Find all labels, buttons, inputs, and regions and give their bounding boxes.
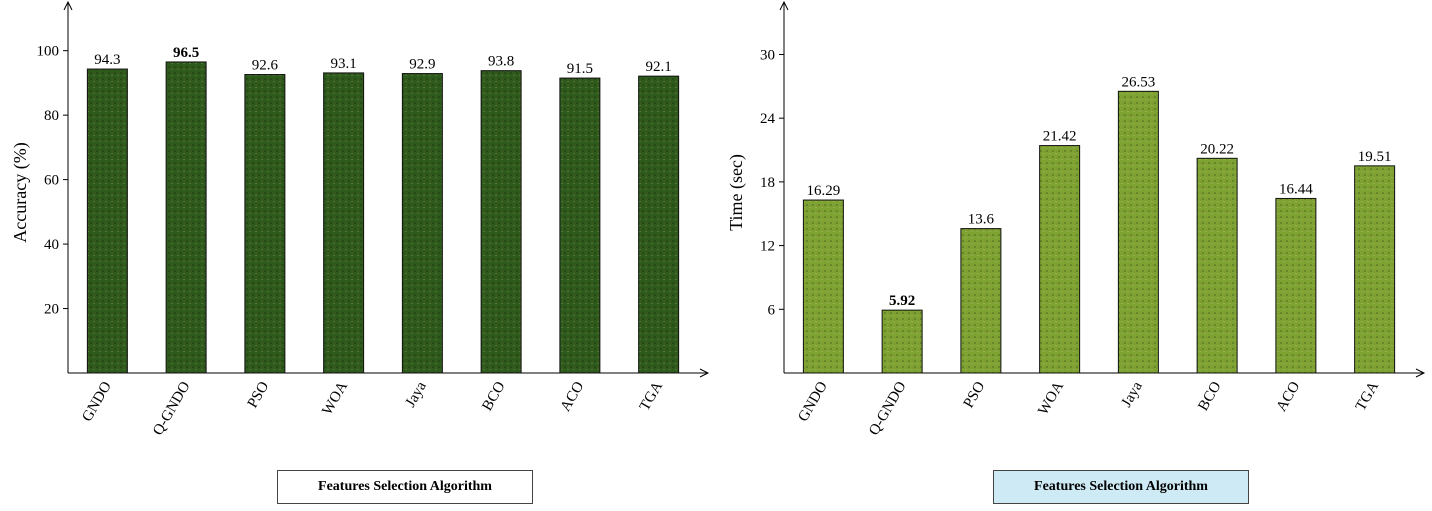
accuracy-category-label: ACO xyxy=(558,379,588,415)
accuracy-bar-tga xyxy=(638,75,680,374)
accuracy-category-label: Jaya xyxy=(403,379,430,410)
time-value-label: 26.53 xyxy=(1122,74,1156,90)
accuracy-category-label: WOA xyxy=(319,379,351,418)
time-value-label: 19.51 xyxy=(1358,149,1392,165)
time-y-axis-arrow xyxy=(779,0,789,11)
accuracy-y-axis-arrow xyxy=(63,0,73,11)
time-value-label: 20.22 xyxy=(1200,141,1234,157)
time-category-label: ACO xyxy=(1274,379,1304,415)
accuracy-category-label: PSO xyxy=(245,379,273,411)
accuracy-bar-q-gndo xyxy=(165,61,207,374)
time-bar-pso xyxy=(960,228,1002,374)
time-category-label: WOA xyxy=(1035,379,1067,418)
accuracy-x-axis-arrow xyxy=(699,368,710,378)
time-value-label: 5.92 xyxy=(889,293,915,309)
accuracy-value-label: 92.6 xyxy=(252,58,279,74)
time-category-label: BCO xyxy=(1195,379,1224,414)
time-bar-jaya xyxy=(1117,90,1159,374)
accuracy-y-tick-label: 60 xyxy=(44,173,59,189)
accuracy-y-tick-label: 40 xyxy=(44,237,59,253)
time-x-axis-label: Features Selection Algorithm xyxy=(993,470,1249,504)
accuracy-category-label: GNDO xyxy=(79,379,115,425)
time-bar-aco xyxy=(1275,197,1317,374)
accuracy-bar-pso xyxy=(244,74,286,374)
accuracy-value-label: 93.1 xyxy=(331,56,357,72)
accuracy-category-label: TGA xyxy=(637,379,666,414)
accuracy-value-label: 92.9 xyxy=(409,57,435,73)
time-y-tick-label: 6 xyxy=(768,302,776,318)
time-category-label: Jaya xyxy=(1119,379,1146,410)
time-bar-woa xyxy=(1039,145,1081,374)
time-y-axis-label: Time (sec) xyxy=(726,154,747,231)
accuracy-value-label: 92.1 xyxy=(646,59,672,75)
accuracy-y-axis-label: Accuracy (%) xyxy=(10,142,31,242)
time-bar-tga xyxy=(1354,165,1396,374)
time-value-label: 16.29 xyxy=(807,183,841,199)
time-y-tick-label: 24 xyxy=(760,111,776,127)
accuracy-value-label: 94.3 xyxy=(94,52,120,68)
accuracy-x-axis-label: Features Selection Algorithm xyxy=(277,470,533,504)
time-category-label: GNDO xyxy=(795,379,831,425)
time-bar-bco xyxy=(1196,157,1238,374)
accuracy-category-label: Q-GNDO xyxy=(150,379,194,438)
accuracy-y-tick-label: 80 xyxy=(44,108,59,124)
time-value-label: 13.6 xyxy=(968,212,995,228)
accuracy-bar-chart: 20 40 60 80 100 Accuracy (%) 94.3 GNDO 96.5 Q-GND… xyxy=(10,0,710,438)
time-bar-q-gndo xyxy=(881,309,923,374)
time-value-label: 21.42 xyxy=(1043,129,1077,145)
time-category-label: PSO xyxy=(961,379,989,411)
accuracy-category-label: BCO xyxy=(479,379,508,414)
accuracy-value-label: 93.8 xyxy=(488,54,514,70)
accuracy-bar-woa xyxy=(323,72,365,374)
accuracy-value-label: 96.5 xyxy=(173,45,199,61)
accuracy-bar-aco xyxy=(559,77,601,374)
accuracy-bar-bco xyxy=(480,70,522,374)
time-bar-gndo xyxy=(802,199,844,374)
time-category-label: TGA xyxy=(1353,379,1382,414)
time-y-tick-label: 18 xyxy=(760,175,775,191)
accuracy-bar-gndo xyxy=(86,68,128,374)
time-bar-chart: 6 12 18 24 30 Time (sec) 16.29 GNDO 5.92 Q-GNDO 13… xyxy=(726,0,1426,438)
time-x-axis-arrow xyxy=(1415,368,1426,378)
accuracy-y-tick-label: 20 xyxy=(44,302,59,318)
accuracy-value-label: 91.5 xyxy=(567,61,593,77)
time-y-tick-label: 12 xyxy=(760,239,775,255)
time-category-label: Q-GNDO xyxy=(866,379,910,438)
time-value-label: 16.44 xyxy=(1279,181,1313,197)
accuracy-bar-jaya xyxy=(401,73,443,374)
time-y-tick-label: 30 xyxy=(760,47,775,63)
accuracy-y-tick-label: 100 xyxy=(37,44,60,60)
